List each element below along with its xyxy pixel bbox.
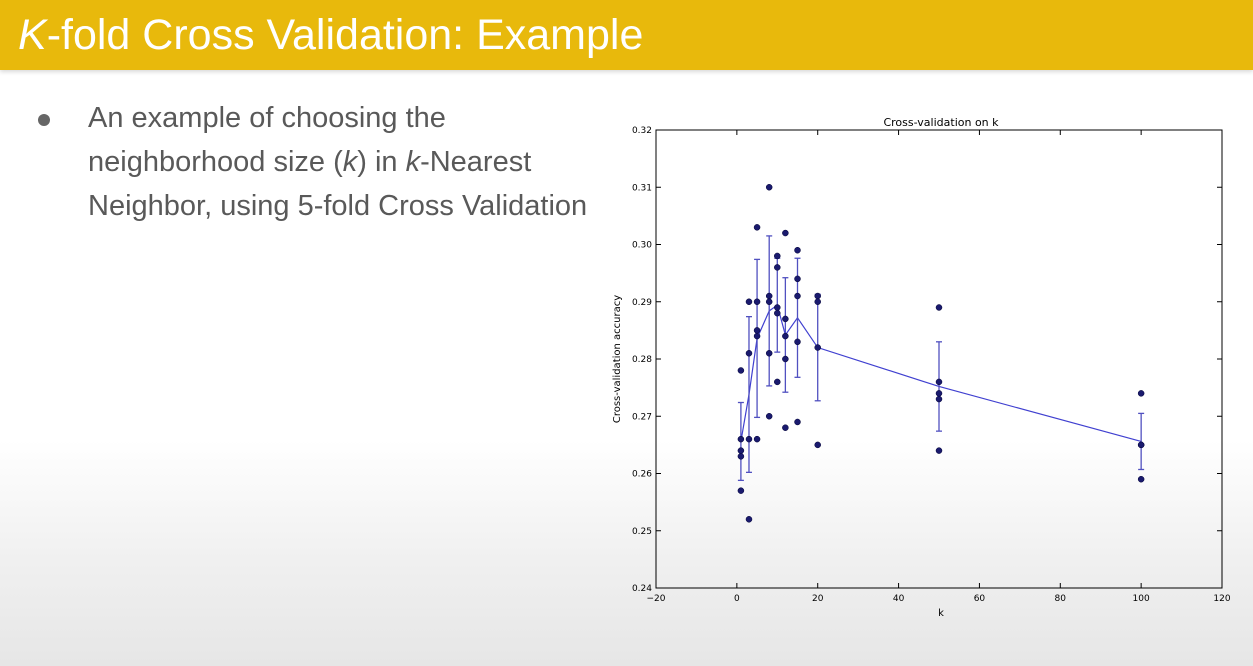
data-point bbox=[745, 298, 753, 305]
x-tick-label: −20 bbox=[647, 594, 666, 604]
data-point bbox=[814, 298, 821, 305]
data-point bbox=[814, 292, 821, 300]
data-point bbox=[935, 378, 943, 386]
title-bar: K-fold Cross Validation: Example bbox=[0, 0, 1253, 70]
data-point bbox=[774, 252, 781, 260]
data-point bbox=[794, 338, 801, 346]
data-point bbox=[1137, 475, 1145, 483]
bullet-part-2: ) in bbox=[357, 146, 406, 178]
data-point bbox=[753, 332, 761, 340]
y-axis-label: Cross-validation accuracy bbox=[612, 295, 623, 423]
data-point bbox=[782, 315, 789, 323]
y-tick-label: 0.29 bbox=[632, 298, 652, 308]
data-point bbox=[737, 453, 745, 460]
bullet-k-1: k bbox=[342, 146, 358, 178]
data-point bbox=[935, 304, 943, 311]
y-tick-label: 0.31 bbox=[632, 183, 652, 193]
y-tick-label: 0.24 bbox=[632, 584, 652, 594]
data-point bbox=[753, 298, 761, 305]
title-k: K bbox=[18, 11, 47, 59]
x-tick-label: 100 bbox=[1133, 594, 1150, 604]
x-tick-label: 80 bbox=[1055, 594, 1067, 604]
data-point bbox=[782, 332, 789, 340]
x-tick-label: 40 bbox=[893, 594, 905, 604]
data-point bbox=[774, 378, 781, 386]
data-point bbox=[753, 435, 761, 443]
y-tick-label: 0.25 bbox=[632, 527, 652, 537]
data-point bbox=[935, 447, 943, 454]
bullet-part-1: An example of choosing the neighborhood … bbox=[88, 102, 446, 178]
data-point bbox=[794, 418, 801, 426]
chart-title: Cross-validation on k bbox=[883, 116, 999, 129]
data-point bbox=[1137, 441, 1145, 449]
y-tick-label: 0.32 bbox=[632, 126, 652, 136]
data-point bbox=[782, 355, 789, 363]
data-point bbox=[814, 441, 821, 449]
data-point bbox=[774, 309, 781, 317]
data-point bbox=[737, 447, 745, 454]
x-tick-label: 120 bbox=[1213, 594, 1230, 604]
y-tick-label: 0.27 bbox=[632, 412, 652, 422]
data-point bbox=[765, 298, 773, 305]
data-point bbox=[753, 224, 761, 231]
cross-validation-chart: −20 0 20 40 60 80 100 120 0.24 0.25 0.26 0.27 0.28 0.… bbox=[612, 116, 1231, 619]
data-point bbox=[753, 327, 761, 334]
bullet-text: An example of choosing the neighborhood … bbox=[88, 96, 588, 228]
bullet-part-3: -Nearest Neighbor, using 5-fold Cross Va… bbox=[88, 146, 588, 222]
x-tick-label: 60 bbox=[974, 594, 986, 604]
data-point bbox=[935, 390, 943, 397]
data-point bbox=[765, 350, 773, 357]
data-point bbox=[794, 246, 801, 254]
data-point bbox=[745, 435, 753, 443]
data-point bbox=[814, 344, 821, 351]
y-tick-label: 0.26 bbox=[632, 470, 652, 480]
data-point bbox=[745, 516, 753, 523]
data-point bbox=[765, 292, 773, 300]
data-point bbox=[794, 292, 801, 300]
mean-accuracy-line bbox=[740, 304, 1142, 443]
y-tick-label: 0.28 bbox=[632, 355, 652, 365]
y-tick-label: 0.30 bbox=[632, 241, 652, 251]
x-tick-label: 0 bbox=[734, 594, 740, 604]
data-point bbox=[794, 275, 801, 283]
data-point bbox=[782, 424, 789, 431]
data-point bbox=[737, 487, 745, 494]
x-tick-label: 20 bbox=[812, 594, 824, 604]
x-axis-label: k bbox=[938, 608, 944, 619]
data-point bbox=[935, 395, 943, 403]
data-point bbox=[1137, 390, 1145, 397]
data-point bbox=[765, 184, 773, 191]
data-point bbox=[782, 229, 789, 237]
data-point bbox=[737, 367, 745, 374]
data-point bbox=[774, 264, 781, 271]
bullet-k-2: k bbox=[405, 146, 421, 178]
slide-title: K-fold Cross Validation: Example bbox=[18, 8, 643, 62]
data-point bbox=[774, 304, 781, 311]
data-point bbox=[745, 350, 753, 357]
data-point bbox=[765, 413, 773, 420]
bullet-dot-icon bbox=[38, 114, 50, 126]
data-point bbox=[737, 435, 745, 443]
title-rest: -fold Cross Validation: Example bbox=[46, 11, 644, 59]
